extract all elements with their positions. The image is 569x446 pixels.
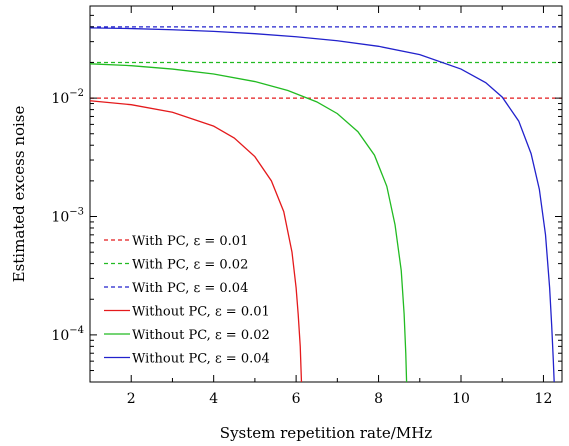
y-tick-label: 10−2 [51, 88, 84, 107]
x-tick-label: 10 [452, 391, 470, 407]
x-tick-label: 12 [535, 391, 553, 407]
legend-label-with-pc-0-02: With PC, ε = 0.02 [132, 258, 248, 273]
y-axis-title: Estimated excess noise [10, 106, 28, 283]
y-tick-label: 10−4 [51, 325, 84, 344]
legend-label-without-pc-0-04: Without PC, ε = 0.04 [132, 352, 270, 367]
legend-label-without-pc-0-01: Without PC, ε = 0.01 [132, 305, 270, 320]
x-axis-title: System repetition rate/MHz [220, 424, 432, 442]
series-line-without-pc-0-04 [89, 27, 555, 383]
x-tick-label: 4 [209, 391, 218, 407]
legend-label-with-pc-0-01: With PC, ε = 0.01 [132, 234, 248, 249]
series-line-without-pc-0-01 [89, 100, 303, 383]
x-tick-label: 6 [292, 391, 301, 407]
y-tick-label: 10−3 [51, 207, 84, 226]
legend-label-without-pc-0-02: Without PC, ε = 0.02 [132, 328, 270, 343]
series-layer [89, 26, 562, 383]
series-line-without-pc-0-02 [89, 63, 408, 383]
legend: With PC, ε = 0.01 With PC, ε = 0.02 With P… [104, 234, 270, 367]
x-tick-label: 8 [374, 391, 383, 407]
x-tick-label: 2 [127, 391, 136, 407]
legend-label-with-pc-0-04: With PC, ε = 0.04 [132, 281, 248, 296]
plot-frame [89, 5, 563, 383]
tick-layer: 2 4 6 8 10 12 10−4 10−3 10−2 [51, 5, 562, 407]
